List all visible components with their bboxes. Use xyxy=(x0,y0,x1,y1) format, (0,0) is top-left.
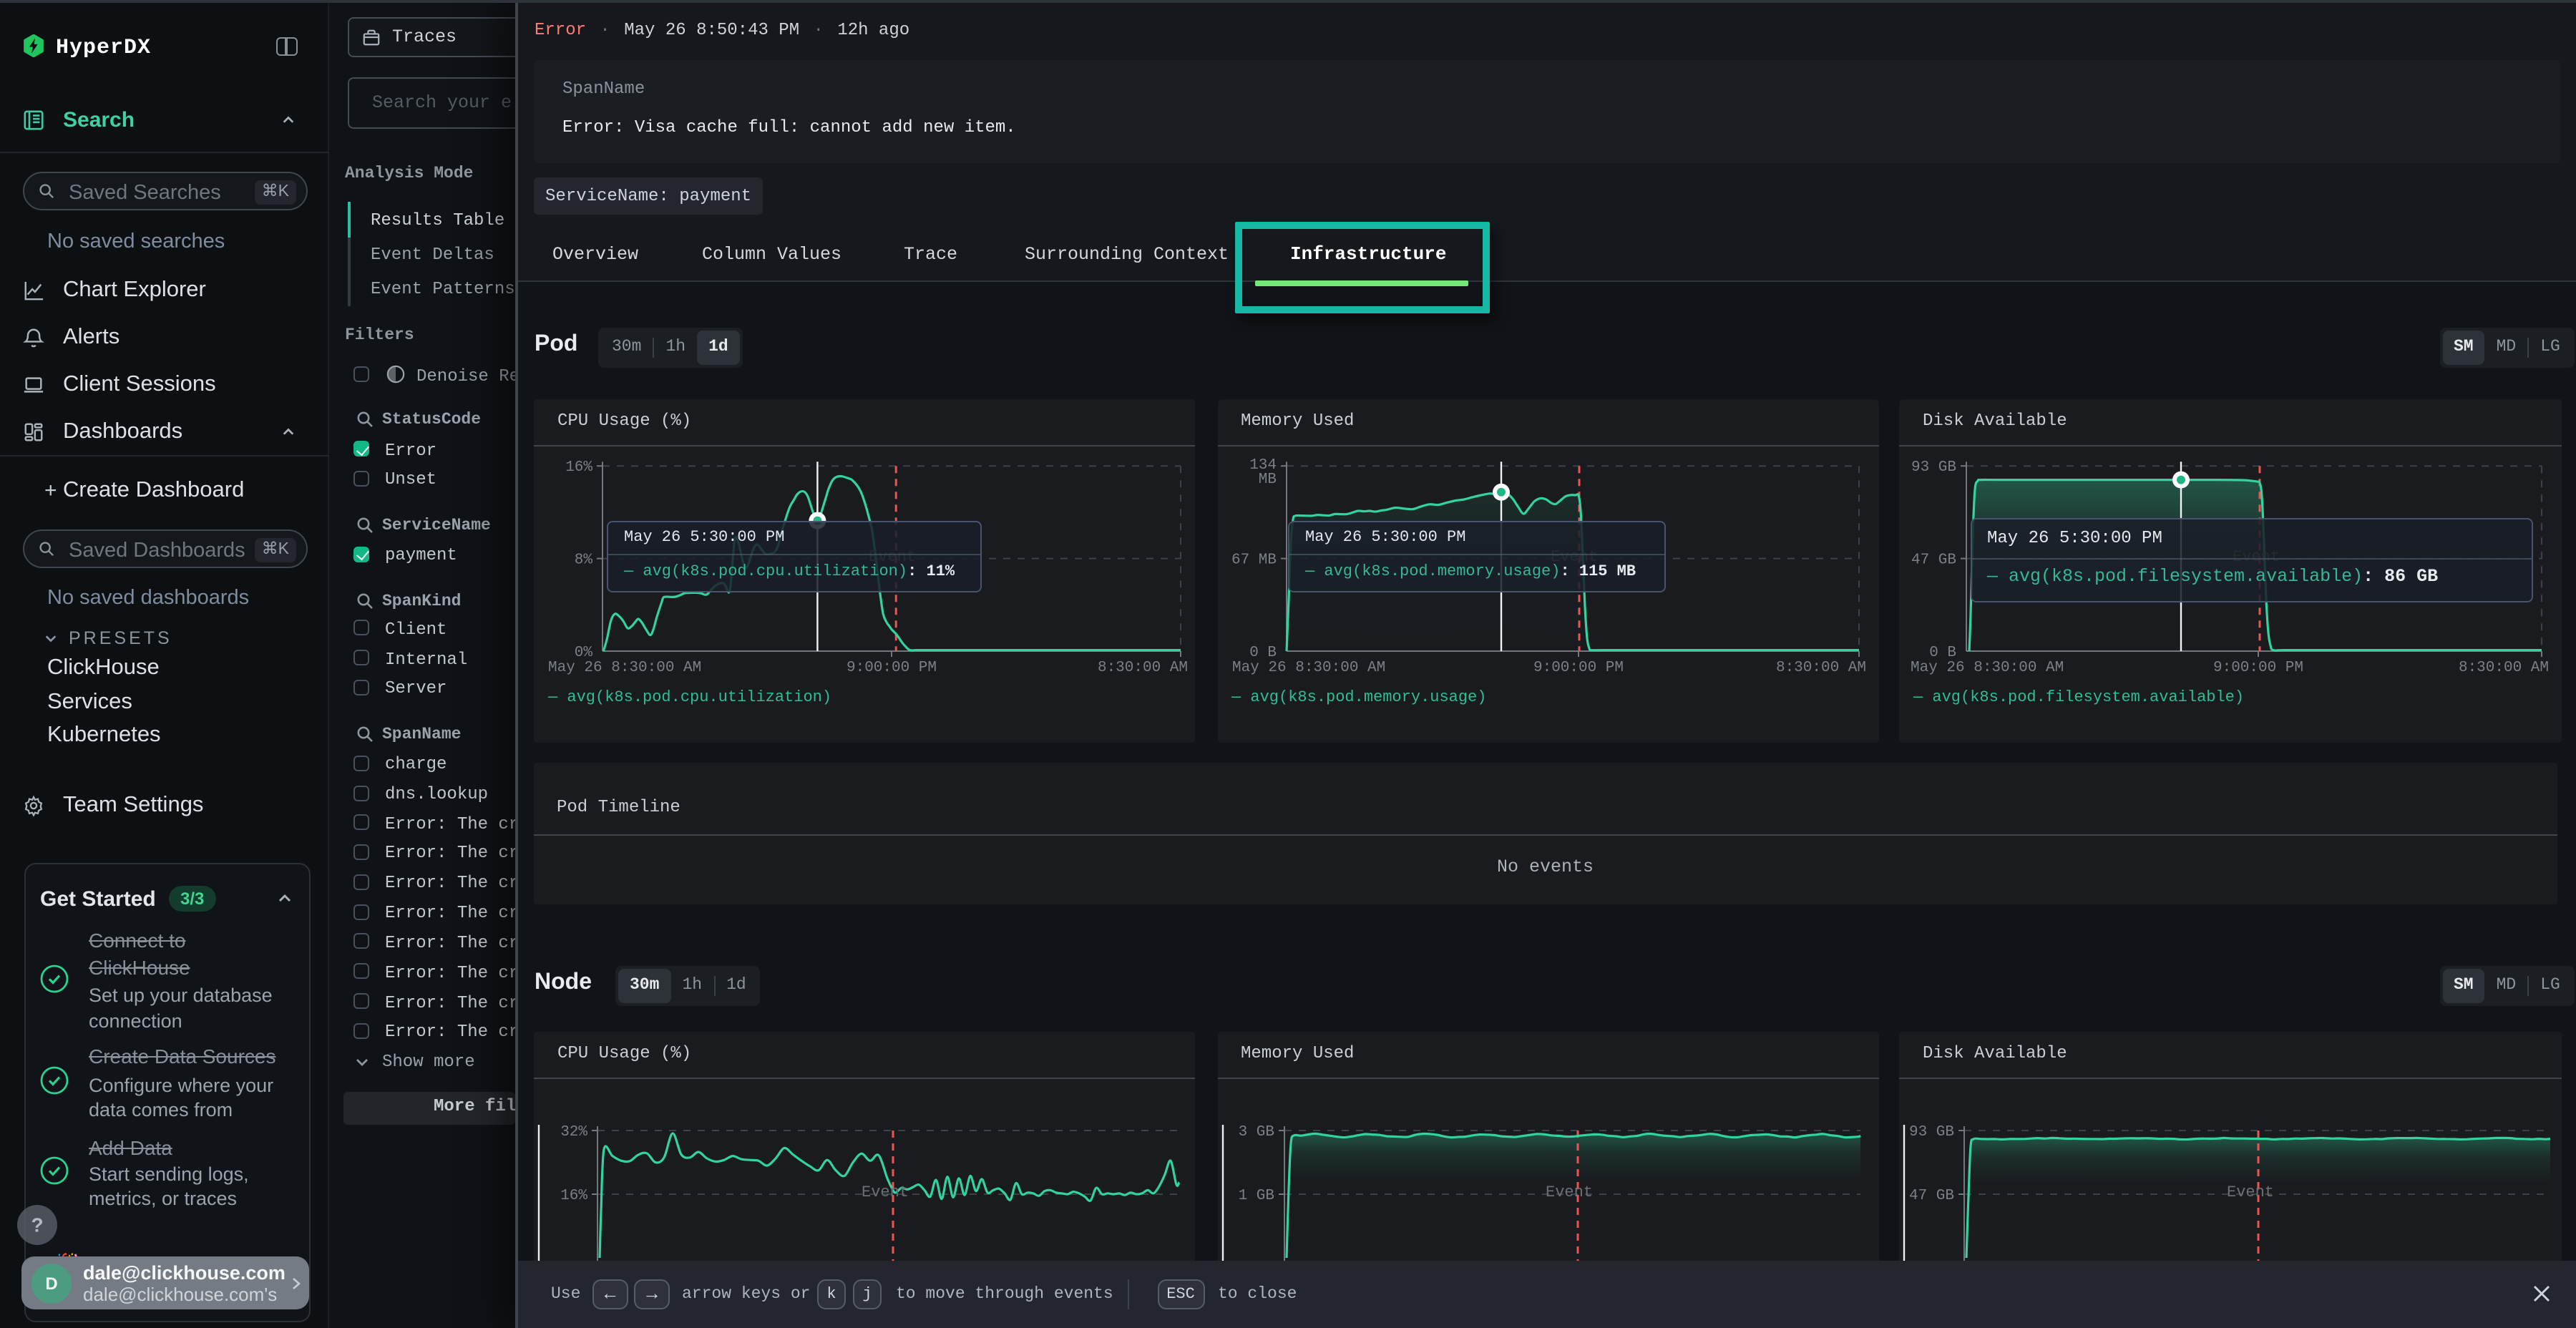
svg-text:1 GB: 1 GB xyxy=(1238,1188,1274,1204)
svg-text:8%: 8% xyxy=(575,552,593,569)
svg-text:8:30:00 AM: 8:30:00 AM xyxy=(2459,660,2549,676)
svg-text:8:30:00 AM: 8:30:00 AM xyxy=(1098,660,1188,676)
svg-text:0%: 0% xyxy=(575,645,593,661)
svg-text:0 B: 0 B xyxy=(1929,645,1956,661)
svg-text:May 26 8:30:00 AM: May 26 8:30:00 AM xyxy=(548,660,701,676)
svg-text:9:00:00 PM: 9:00:00 PM xyxy=(847,660,937,676)
svg-text:MB: MB xyxy=(1258,472,1276,488)
svg-text:16%: 16% xyxy=(560,1188,587,1204)
svg-text:93 GB: 93 GB xyxy=(1911,459,1956,476)
svg-text:May 26 8:30:00 AM: May 26 8:30:00 AM xyxy=(1231,660,1385,676)
svg-text:8:30:00 AM: 8:30:00 AM xyxy=(1775,660,1865,676)
svg-text:0 B: 0 B xyxy=(1249,645,1276,661)
svg-text:67 MB: 67 MB xyxy=(1231,552,1276,569)
svg-text:9:00:00 PM: 9:00:00 PM xyxy=(1533,660,1623,676)
svg-text:134: 134 xyxy=(1249,457,1276,474)
svg-text:3 GB: 3 GB xyxy=(1238,1124,1274,1141)
svg-text:16%: 16% xyxy=(565,459,592,476)
svg-text:47 GB: 47 GB xyxy=(1909,1188,1954,1204)
svg-text:32%: 32% xyxy=(560,1124,587,1141)
svg-text:93 GB: 93 GB xyxy=(1909,1124,1954,1141)
svg-text:9:00:00 PM: 9:00:00 PM xyxy=(2213,660,2303,676)
svg-text:May 26 8:30:00 AM: May 26 8:30:00 AM xyxy=(1911,660,2064,676)
svg-text:47 GB: 47 GB xyxy=(1911,552,1956,569)
